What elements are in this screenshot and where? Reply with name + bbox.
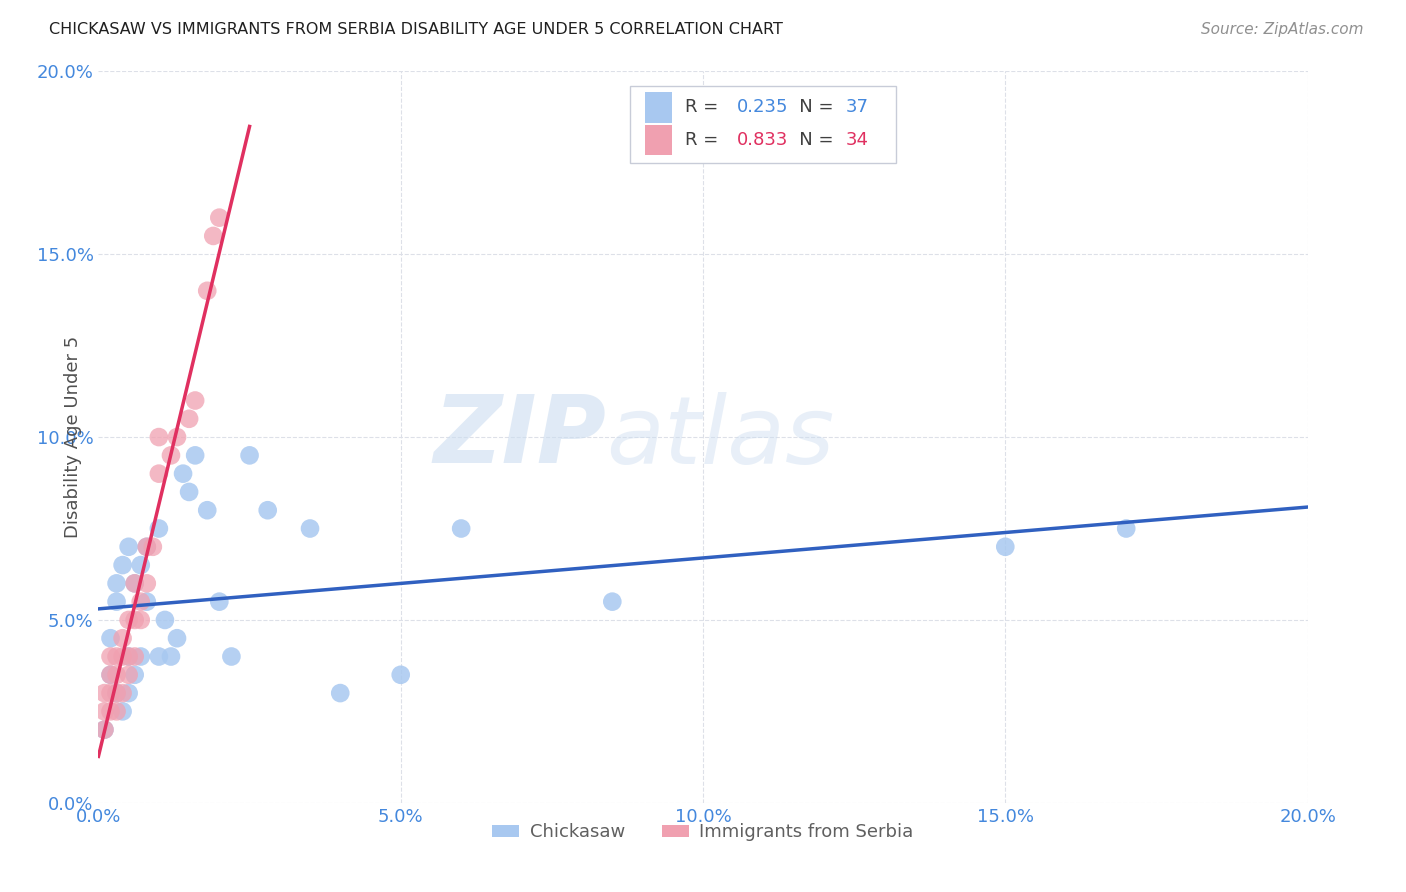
Point bbox=[105, 667, 128, 681]
Point bbox=[179, 412, 201, 426]
Point bbox=[93, 723, 115, 737]
Point bbox=[172, 467, 194, 481]
Y-axis label: Disability Age Under 5: Disability Age Under 5 bbox=[63, 336, 82, 538]
Bar bbox=[645, 125, 672, 155]
Point bbox=[166, 430, 188, 444]
Point bbox=[195, 503, 218, 517]
Point bbox=[105, 649, 128, 664]
Point bbox=[450, 521, 472, 535]
Text: N =: N = bbox=[782, 131, 839, 149]
Point bbox=[105, 705, 128, 719]
Point bbox=[111, 632, 134, 646]
Point bbox=[100, 632, 122, 646]
Point bbox=[118, 667, 141, 681]
Point bbox=[118, 540, 141, 554]
Point bbox=[329, 686, 352, 700]
Point bbox=[118, 649, 141, 664]
Point bbox=[208, 594, 231, 608]
Point bbox=[93, 723, 115, 737]
Point bbox=[100, 686, 122, 700]
Text: CHICKASAW VS IMMIGRANTS FROM SERBIA DISABILITY AGE UNDER 5 CORRELATION CHART: CHICKASAW VS IMMIGRANTS FROM SERBIA DISA… bbox=[49, 22, 783, 37]
Point bbox=[602, 594, 624, 608]
Point bbox=[111, 649, 134, 664]
Point bbox=[148, 467, 170, 481]
Text: N =: N = bbox=[782, 98, 839, 116]
Point bbox=[135, 540, 157, 554]
Point bbox=[148, 649, 170, 664]
Point bbox=[124, 649, 146, 664]
Point bbox=[100, 667, 122, 681]
Point bbox=[195, 284, 218, 298]
Text: 34: 34 bbox=[845, 131, 869, 149]
Point bbox=[184, 448, 207, 462]
FancyBboxPatch shape bbox=[630, 86, 897, 163]
Point bbox=[100, 649, 122, 664]
Text: R =: R = bbox=[685, 98, 724, 116]
Point bbox=[160, 649, 183, 664]
Point bbox=[160, 448, 183, 462]
Point bbox=[239, 448, 262, 462]
Point bbox=[93, 705, 115, 719]
Point bbox=[118, 649, 141, 664]
Point bbox=[124, 613, 146, 627]
Point bbox=[389, 667, 412, 681]
Text: R =: R = bbox=[685, 131, 724, 149]
Point bbox=[129, 613, 152, 627]
Text: 0.235: 0.235 bbox=[737, 98, 789, 116]
Point bbox=[202, 229, 225, 244]
Point bbox=[299, 521, 322, 535]
Point bbox=[166, 632, 188, 646]
Point bbox=[105, 576, 128, 591]
Point bbox=[135, 594, 157, 608]
Point bbox=[124, 576, 146, 591]
Point bbox=[124, 576, 146, 591]
Point bbox=[1115, 521, 1137, 535]
Point bbox=[129, 649, 152, 664]
Point bbox=[100, 705, 122, 719]
Point bbox=[105, 686, 128, 700]
Bar bbox=[645, 92, 672, 122]
Point bbox=[148, 521, 170, 535]
Point bbox=[256, 503, 278, 517]
Point bbox=[142, 540, 165, 554]
Point bbox=[135, 576, 157, 591]
Text: 37: 37 bbox=[845, 98, 869, 116]
Point bbox=[153, 613, 176, 627]
Point bbox=[124, 667, 146, 681]
Point bbox=[100, 667, 122, 681]
Point bbox=[221, 649, 243, 664]
Point bbox=[129, 594, 152, 608]
Text: Source: ZipAtlas.com: Source: ZipAtlas.com bbox=[1201, 22, 1364, 37]
Point bbox=[148, 430, 170, 444]
Point bbox=[105, 686, 128, 700]
Point bbox=[105, 594, 128, 608]
Point bbox=[179, 485, 201, 500]
Point bbox=[118, 686, 141, 700]
Text: ZIP: ZIP bbox=[433, 391, 606, 483]
Text: atlas: atlas bbox=[606, 392, 835, 483]
Point bbox=[129, 558, 152, 573]
Point bbox=[111, 705, 134, 719]
Point bbox=[184, 393, 207, 408]
Point bbox=[111, 558, 134, 573]
Point bbox=[135, 540, 157, 554]
Point bbox=[994, 540, 1017, 554]
Point bbox=[208, 211, 231, 225]
Point bbox=[118, 613, 141, 627]
Text: 0.833: 0.833 bbox=[737, 131, 789, 149]
Point bbox=[93, 686, 115, 700]
Point bbox=[111, 686, 134, 700]
Legend: Chickasaw, Immigrants from Serbia: Chickasaw, Immigrants from Serbia bbox=[485, 816, 921, 848]
